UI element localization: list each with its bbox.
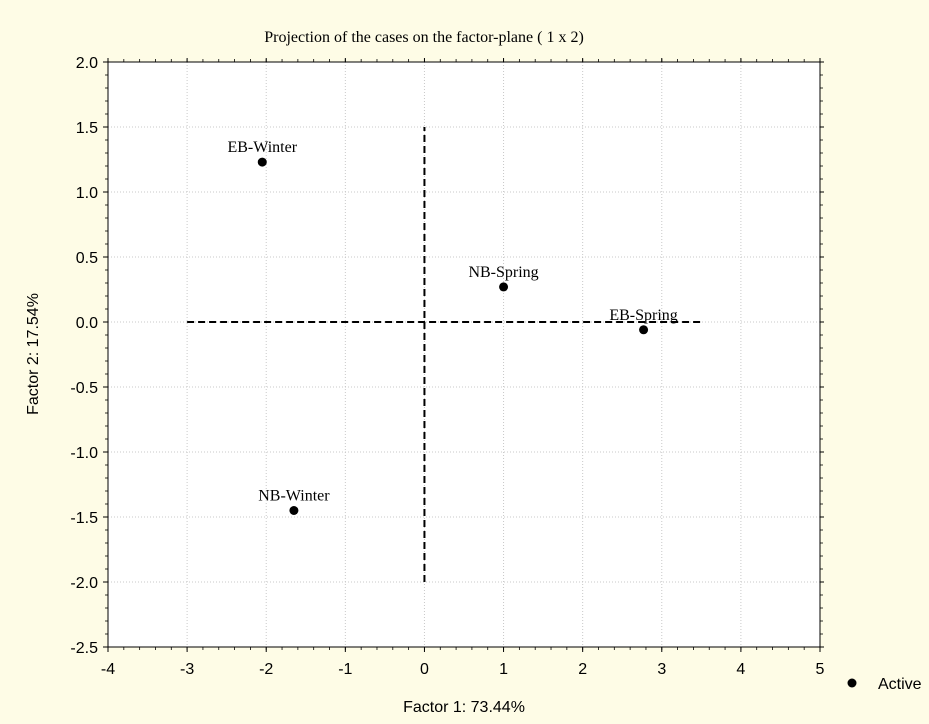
x-tick-label: 3 [657,661,666,678]
chart-title: Projection of the cases on the factor-pl… [264,29,584,46]
point-nb-spring [499,282,509,292]
y-tick-label: -0.5 [70,380,98,397]
x-tick-label: 5 [816,661,825,678]
point-label-eb-spring: EB-Spring [609,307,677,324]
y-tick-label: -1.5 [70,510,98,527]
point-nb-winter [289,506,299,515]
reference-lines [187,127,702,582]
legend-entry-active: Active [878,676,922,693]
point-label-eb-winter: EB-Winter [227,139,297,156]
y-tick-label: 1.5 [76,120,98,137]
x-tick-label: 2 [578,661,587,678]
x-tick-label: -1 [338,661,352,678]
axis-ticks: -4 -3 -2 -1 0 1 2 3 4 5 2.0 1.5 1.0 0.5 0.0 -0.5 -1.0 -1.… [70,55,824,678]
y-tick-label: 0.5 [76,250,98,267]
x-axis-label: Factor 1: 73.44% [403,699,525,716]
y-tick-label: 0.0 [76,315,98,332]
plot-area [108,62,820,647]
x-tick-label: -4 [101,661,115,678]
plot-frame [107,61,821,648]
point-eb-spring [639,325,649,335]
x-tick-label: -2 [259,661,273,678]
y-axis-label: Factor 2: 17.54% [25,293,42,415]
point-label-nb-winter: NB-Winter [258,488,330,505]
point-label-nb-spring: NB-Spring [468,264,538,281]
point-eb-winter [257,157,267,167]
x-tick-label: -3 [180,661,194,678]
data-points: EB-Winter NB-Spring EB-Spring NB-Winter [227,139,678,515]
y-tick-label: -1.0 [70,445,98,462]
legend-marker [847,678,857,688]
legend: Active [847,676,922,693]
x-tick-label: 4 [736,661,745,678]
y-tick-label: -2.5 [70,640,98,657]
x-tick-label: 0 [420,661,429,678]
x-tick-label: 1 [499,661,508,678]
y-tick-label: -2.0 [70,575,98,592]
y-tick-label: 2.0 [76,55,98,72]
y-tick-label: 1.0 [76,185,98,202]
